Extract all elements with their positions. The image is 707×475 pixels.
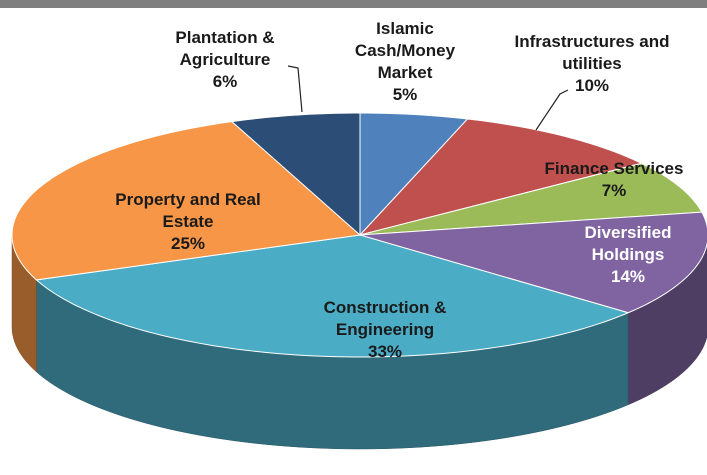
value-label: 10%: [574, 76, 610, 95]
pie-slice: [358, 118, 644, 236]
category-label: Infrastructures and utilities: [514, 32, 670, 73]
value-label: 5%: [392, 85, 418, 104]
value-label: 25%: [170, 234, 206, 253]
category-label: Construction & Engineering: [323, 298, 447, 339]
data-label: Finance Services 7%: [529, 158, 699, 202]
value-label: 33%: [367, 342, 403, 361]
data-label: Property and Real Estate 25%: [88, 189, 288, 255]
value-label: 7%: [601, 181, 627, 200]
data-label: Diversified Holdings 14%: [568, 222, 688, 288]
data-label: Infrastructures and utilities 10%: [507, 31, 677, 97]
data-label: Plantation & Agriculture 6%: [150, 27, 300, 93]
pie-slice: [230, 112, 361, 237]
pie-slice: [11, 121, 362, 281]
pie-slice: [359, 162, 703, 236]
category-label: Property and Real Estate: [115, 190, 261, 231]
category-label: Diversified Holdings: [584, 223, 672, 264]
top-bar: [0, 0, 707, 8]
category-label: Finance Services: [544, 159, 684, 178]
value-label: 14%: [610, 267, 646, 286]
data-label: Islamic Cash/Money Market 5%: [340, 18, 470, 106]
pie-slice: [35, 234, 630, 358]
category-label: Plantation & Agriculture: [175, 28, 275, 69]
pie-slice: [359, 211, 707, 314]
category-label: Islamic Cash/Money Market: [354, 19, 456, 82]
value-label: 6%: [212, 72, 238, 91]
pie-slice: [359, 112, 469, 237]
data-label: Construction & Engineering 33%: [285, 297, 485, 363]
